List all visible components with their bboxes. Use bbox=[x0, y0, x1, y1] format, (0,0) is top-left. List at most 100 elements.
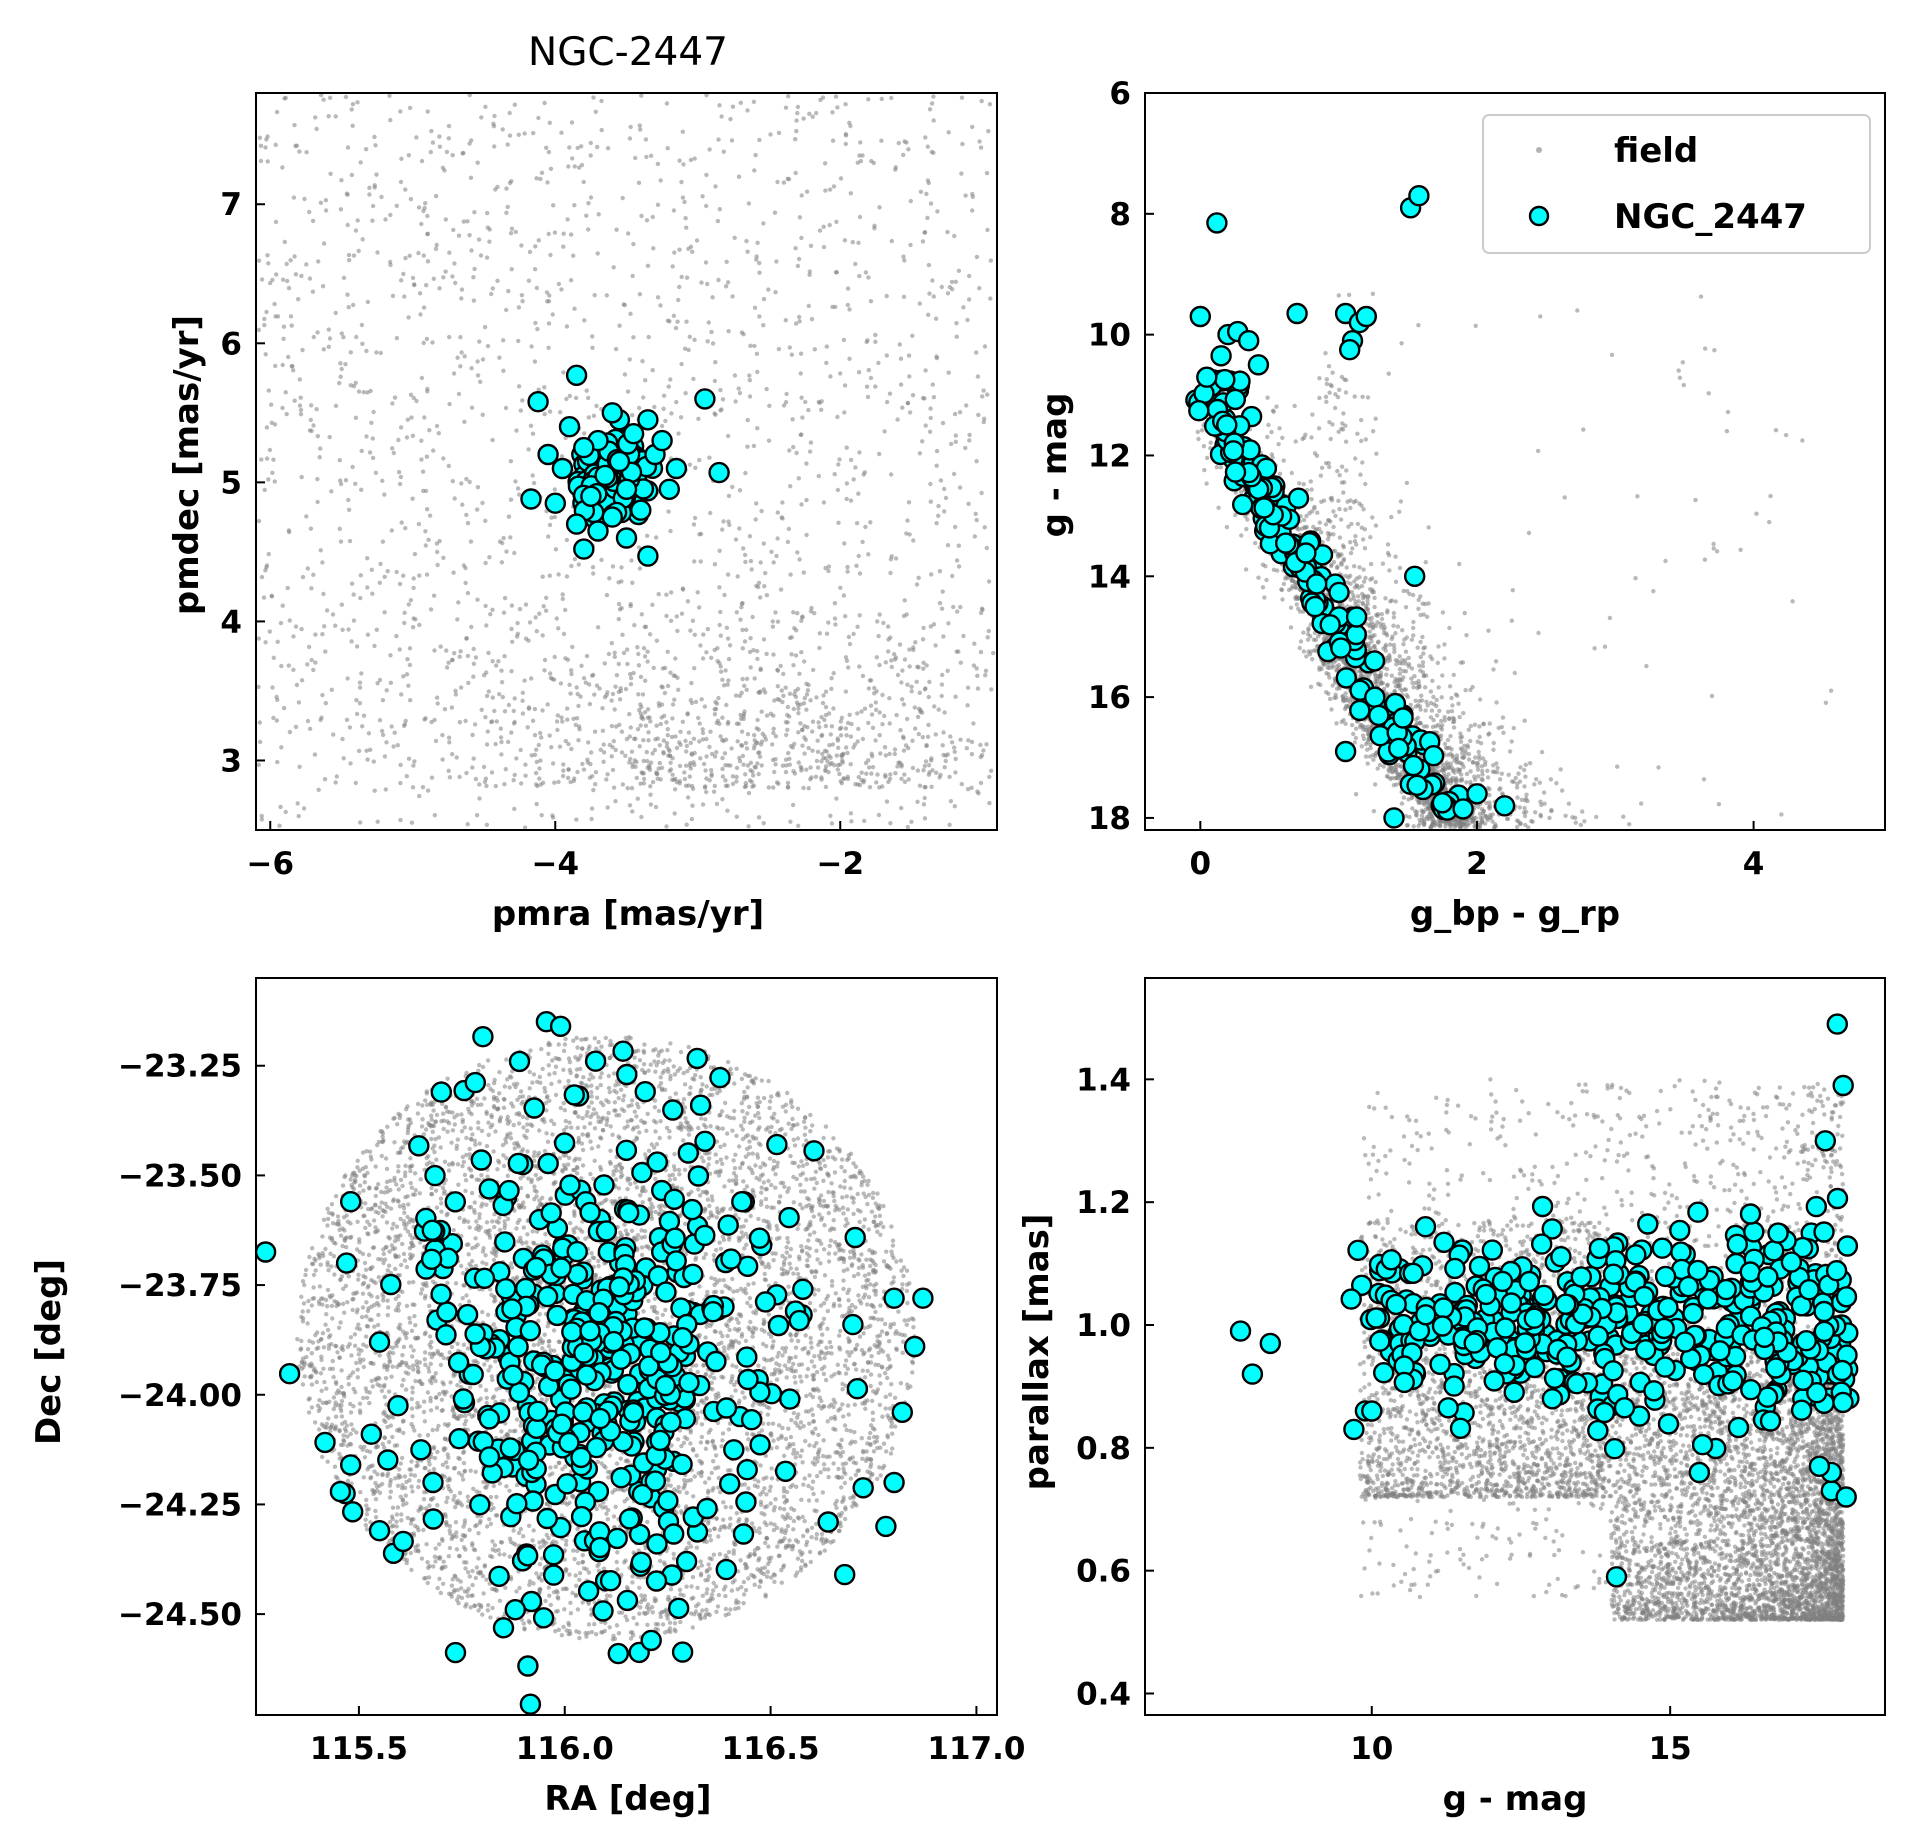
field-star bbox=[917, 707, 921, 711]
field-star bbox=[509, 498, 513, 502]
field-star bbox=[717, 549, 721, 553]
field-star bbox=[548, 574, 552, 578]
field-star bbox=[628, 803, 632, 807]
field-star bbox=[989, 769, 993, 773]
field-star bbox=[413, 617, 417, 621]
field-star bbox=[641, 692, 645, 696]
field-star bbox=[710, 295, 714, 299]
field-star bbox=[1368, 630, 1372, 634]
field-star bbox=[438, 145, 442, 149]
field-star bbox=[824, 785, 828, 789]
field-star bbox=[542, 385, 546, 389]
field-star bbox=[1330, 384, 1334, 388]
field-star bbox=[940, 694, 944, 698]
field-star bbox=[343, 362, 347, 366]
field-star bbox=[549, 516, 553, 520]
field-star bbox=[1524, 793, 1528, 797]
field-star bbox=[298, 377, 302, 381]
field-star bbox=[648, 719, 652, 723]
field-star bbox=[633, 765, 637, 769]
field-star bbox=[625, 647, 629, 651]
field-star bbox=[757, 815, 761, 819]
field-star bbox=[1275, 568, 1279, 572]
field-star bbox=[637, 663, 641, 667]
field-star bbox=[569, 672, 573, 676]
field-star bbox=[929, 758, 933, 762]
field-star bbox=[320, 693, 324, 697]
field-star bbox=[572, 203, 576, 207]
field-star bbox=[799, 619, 803, 623]
field-star bbox=[757, 138, 761, 142]
field-star bbox=[614, 228, 618, 232]
field-star bbox=[818, 98, 822, 102]
field-star bbox=[406, 418, 410, 422]
field-star bbox=[843, 238, 847, 242]
field-star bbox=[345, 192, 349, 196]
field-star bbox=[444, 648, 448, 652]
field-star bbox=[1404, 605, 1408, 609]
field-star bbox=[687, 730, 691, 734]
field-star bbox=[279, 621, 283, 625]
field-star bbox=[759, 509, 763, 513]
field-star bbox=[447, 124, 451, 128]
field-star bbox=[487, 240, 491, 244]
field-star bbox=[725, 809, 729, 813]
field-star bbox=[751, 773, 755, 777]
field-star bbox=[491, 122, 495, 126]
field-star bbox=[808, 698, 812, 702]
field-star bbox=[588, 702, 592, 706]
field-star bbox=[737, 386, 741, 390]
field-star bbox=[675, 320, 679, 324]
field-star bbox=[775, 536, 779, 540]
field-star bbox=[842, 410, 846, 414]
field-star bbox=[555, 728, 559, 732]
field-star bbox=[590, 334, 594, 338]
field-star bbox=[970, 192, 974, 196]
field-star bbox=[1423, 685, 1427, 689]
field-star bbox=[614, 748, 618, 752]
cluster-star bbox=[522, 490, 541, 509]
field-star bbox=[435, 424, 439, 428]
field-star bbox=[966, 686, 970, 690]
field-star bbox=[1414, 681, 1418, 685]
cluster-star bbox=[617, 529, 636, 548]
field-star bbox=[929, 416, 933, 420]
field-star bbox=[643, 654, 647, 658]
field-star bbox=[658, 303, 662, 307]
field-star bbox=[906, 147, 910, 151]
field-star bbox=[266, 261, 270, 265]
field-star bbox=[1430, 679, 1434, 683]
field-star bbox=[1500, 772, 1504, 776]
field-star bbox=[1334, 721, 1338, 725]
field-star bbox=[486, 651, 490, 655]
field-star bbox=[804, 768, 808, 772]
field-star bbox=[715, 702, 719, 706]
field-star bbox=[771, 785, 775, 789]
field-star bbox=[830, 110, 834, 114]
field-star bbox=[631, 274, 635, 278]
field-star bbox=[753, 153, 757, 157]
field-star bbox=[762, 584, 766, 588]
field-star bbox=[846, 286, 850, 290]
field-star bbox=[445, 150, 449, 154]
field-star bbox=[1443, 824, 1447, 828]
field-star bbox=[1400, 801, 1404, 805]
field-star bbox=[1398, 672, 1402, 676]
field-star bbox=[886, 624, 890, 628]
field-star bbox=[287, 663, 291, 667]
field-star bbox=[409, 415, 413, 419]
field-star bbox=[589, 817, 593, 821]
field-star bbox=[761, 323, 765, 327]
field-star bbox=[907, 353, 911, 357]
field-star bbox=[858, 571, 862, 575]
field-star bbox=[941, 743, 945, 747]
field-star bbox=[761, 221, 765, 225]
field-star bbox=[316, 259, 320, 263]
field-star bbox=[639, 716, 643, 720]
field-star bbox=[928, 406, 932, 410]
field-star bbox=[638, 127, 642, 131]
field-star bbox=[546, 702, 550, 706]
field-star bbox=[1345, 580, 1349, 584]
field-star bbox=[435, 563, 439, 567]
field-star bbox=[923, 796, 927, 800]
